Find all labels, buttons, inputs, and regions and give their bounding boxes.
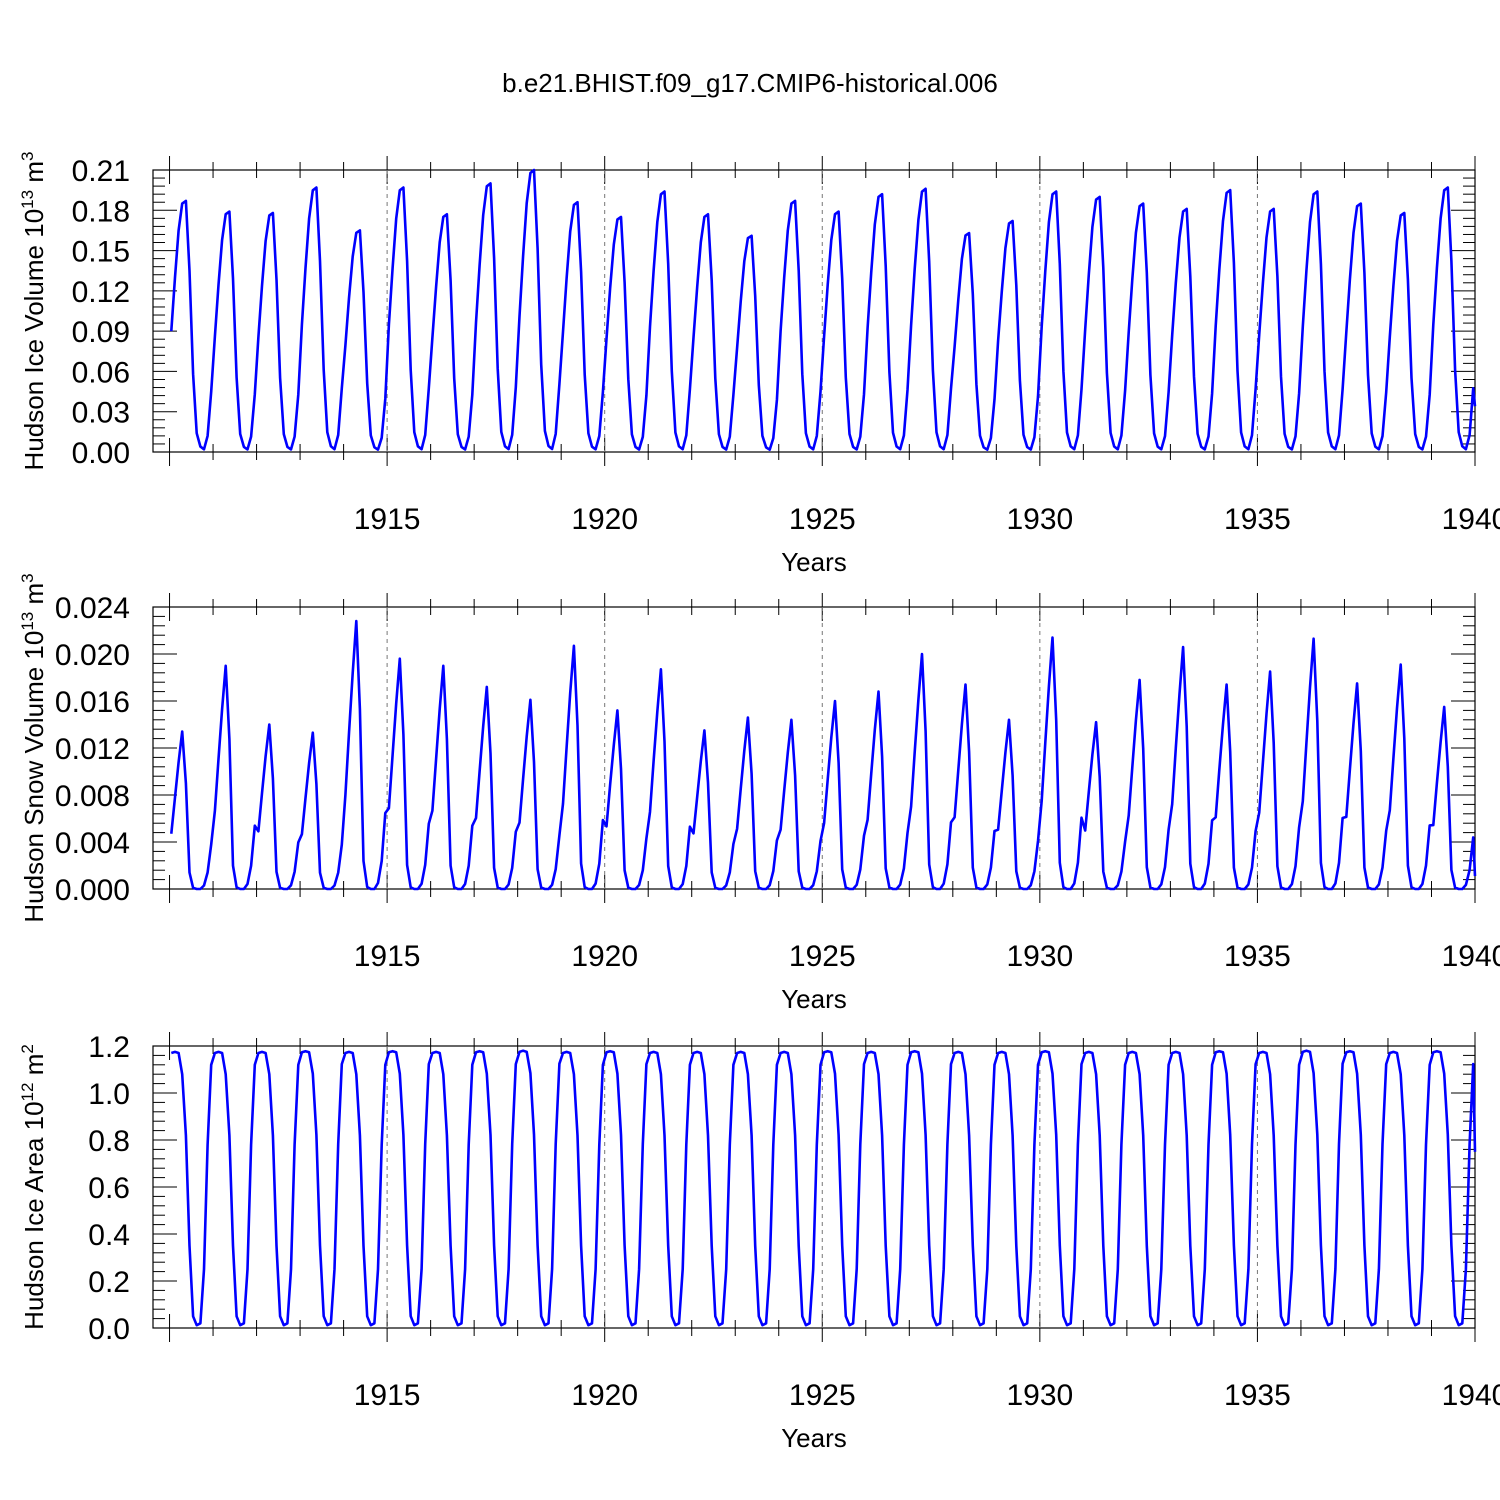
x-tick-label: 1930 — [1006, 940, 1073, 973]
y-tick-label: 0.09 — [72, 316, 130, 349]
y-tick-label: 0.8 — [88, 1125, 130, 1158]
y-tick-label: 0.18 — [72, 195, 130, 228]
x-tick-label: 1915 — [354, 940, 421, 973]
x-tick-label: 1920 — [571, 940, 638, 973]
x-axis-label: Years — [781, 1423, 847, 1453]
series-line — [170, 1049, 1477, 1327]
x-tick-label: 1915 — [354, 1379, 421, 1412]
y-tick-label: 0.0 — [88, 1313, 130, 1346]
y-axis-label: Hudson Ice Volume 1013 m3 — [18, 152, 49, 471]
y-tick-label: 0.012 — [55, 733, 130, 766]
x-tick-label: 1930 — [1006, 503, 1073, 536]
x-tick-label: 1920 — [571, 503, 638, 536]
y-tick-label: 0.03 — [72, 397, 130, 430]
x-tick-label: 1930 — [1006, 1379, 1073, 1412]
page-title: b.e21.BHIST.f09_g17.CMIP6-historical.006 — [502, 68, 998, 98]
y-tick-label: 0.00 — [72, 437, 130, 470]
y-tick-label: 0.016 — [55, 686, 130, 719]
y-tick-label: 0.06 — [72, 356, 130, 389]
x-tick-label: 1925 — [789, 503, 856, 536]
y-tick-label: 0.004 — [55, 827, 130, 860]
y-tick-label: 0.6 — [88, 1172, 130, 1205]
x-tick-label: 1935 — [1224, 940, 1291, 973]
x-axis-label: Years — [781, 547, 847, 577]
y-tick-label: 0.2 — [88, 1266, 130, 1299]
x-axis-label: Years — [781, 984, 847, 1014]
y-tick-label: 1.2 — [88, 1031, 130, 1064]
plot-frame — [152, 169, 1476, 453]
x-tick-label: 1935 — [1224, 503, 1291, 536]
y-tick-label: 0.15 — [72, 236, 130, 269]
x-tick-label: 1925 — [789, 1379, 856, 1412]
y-tick-label: 0.4 — [88, 1219, 130, 1252]
x-tick-label: 1925 — [789, 940, 856, 973]
y-tick-label: 0.020 — [55, 639, 130, 672]
y-tick-label: 1.0 — [88, 1078, 130, 1111]
x-tick-label: 1935 — [1224, 1379, 1291, 1412]
y-axis-label: Hudson Ice Area 1012 m2 — [18, 1044, 49, 1330]
series-line — [170, 168, 1477, 451]
y-tick-label: 0.21 — [72, 155, 130, 188]
y-tick-label: 0.008 — [55, 780, 130, 813]
y-tick-label: 0.000 — [55, 874, 130, 907]
series-line — [170, 619, 1477, 891]
x-tick-label: 1920 — [571, 1379, 638, 1412]
y-tick-label: 0.024 — [55, 592, 130, 625]
y-axis-label: Hudson Snow Volume 1013 m3 — [18, 573, 49, 922]
y-tick-label: 0.12 — [72, 276, 130, 309]
x-tick-label: 1915 — [354, 503, 421, 536]
